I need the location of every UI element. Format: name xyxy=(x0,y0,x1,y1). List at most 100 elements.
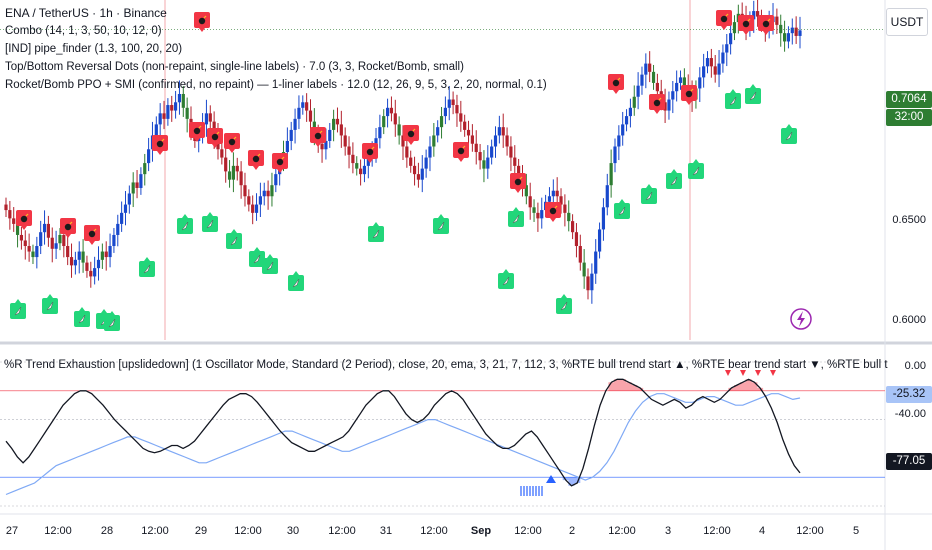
candle-body xyxy=(517,165,521,175)
osc-tick: -40.00 xyxy=(894,408,926,420)
candle-body xyxy=(732,22,737,34)
indicator-legend-rocket-bomb[interactable]: Rocket/Bomb PPO + SMI (confirmed, no rep… xyxy=(5,79,547,91)
candle-body xyxy=(158,113,162,125)
bomb-fuse xyxy=(281,156,285,160)
candle-body xyxy=(31,251,35,258)
bomb-pointer xyxy=(721,26,727,30)
rocket-pointer xyxy=(730,89,736,93)
candle-body xyxy=(702,66,706,78)
osc-slow-tag: -77.05 xyxy=(886,453,932,470)
bomb-icon xyxy=(193,127,201,135)
candle-body xyxy=(96,259,101,269)
candle-body xyxy=(69,257,74,266)
candle-body xyxy=(108,246,112,258)
candle-body xyxy=(451,99,455,106)
rocket-pointer xyxy=(182,214,188,218)
candle-body xyxy=(632,96,636,108)
indicator-legend-combo[interactable]: Combo (14, 1, 3, 50, 10, 12, 0) xyxy=(5,25,162,37)
candle-body xyxy=(624,116,629,125)
candle-body xyxy=(621,124,625,136)
rocket-pointer xyxy=(513,207,519,211)
time-tick: 28 xyxy=(101,525,113,537)
candle-body xyxy=(208,113,212,122)
rocket-icon xyxy=(14,306,22,316)
rocket-signal xyxy=(104,311,120,331)
bomb-signal xyxy=(453,142,469,162)
candle-body xyxy=(721,52,725,64)
candle-body xyxy=(239,171,243,186)
rocket-signal xyxy=(614,199,630,219)
candle-body xyxy=(77,251,81,260)
candle-body xyxy=(786,33,791,42)
bomb-icon xyxy=(549,207,557,215)
bomb-signal xyxy=(649,94,665,114)
rocket-pointer xyxy=(293,271,299,275)
candle-body xyxy=(89,270,93,277)
bomb-pointer xyxy=(194,138,200,142)
candle-body xyxy=(432,135,436,147)
rocket-pointer xyxy=(786,124,792,128)
candle-body xyxy=(393,113,397,125)
rocket-signal xyxy=(177,214,193,234)
candle-body xyxy=(289,129,293,141)
candle-body xyxy=(497,127,501,136)
oscillator-legend[interactable]: %R Trend Exhaustion [upslidedown] (1 Osc… xyxy=(4,359,888,371)
oscillator-slow-line xyxy=(5,378,801,487)
bomb-pointer xyxy=(199,28,205,32)
candle-body xyxy=(66,246,70,258)
candle-body xyxy=(224,157,228,172)
trend-bar xyxy=(532,486,534,496)
candle-body xyxy=(297,107,301,119)
rocket-pointer xyxy=(438,214,444,218)
candle-body xyxy=(636,85,640,97)
candle-body xyxy=(293,118,297,130)
candle-body xyxy=(790,27,794,34)
bomb-signal xyxy=(545,202,561,222)
bomb-pointer xyxy=(229,149,235,153)
candle-body xyxy=(582,262,586,277)
candle-body xyxy=(301,102,305,108)
rocket-icon xyxy=(108,318,116,328)
indicator-legend-reversal-dots[interactable]: Top/Bottom Reversal Dots (non-repaint, s… xyxy=(5,61,464,73)
bomb-icon xyxy=(457,147,465,155)
symbol-title[interactable]: ENA / TetherUS · 1h · Binance xyxy=(5,6,167,20)
candle-body xyxy=(486,157,490,169)
rocket-signal xyxy=(10,299,26,319)
time-tick: 4 xyxy=(759,525,765,537)
overbought-shading xyxy=(608,379,764,391)
bomb-signal xyxy=(758,15,774,35)
bomb-fuse xyxy=(93,228,97,232)
candle-body xyxy=(139,174,143,188)
rocket-signal xyxy=(262,254,278,274)
lightning-bolt xyxy=(797,311,805,327)
candle-body xyxy=(617,135,621,147)
bomb-fuse xyxy=(371,146,375,150)
candle-body xyxy=(285,140,289,153)
bomb-pointer xyxy=(277,169,283,173)
candle-body xyxy=(231,165,236,180)
trend-bar xyxy=(529,486,531,496)
currency-button[interactable]: USDT xyxy=(886,8,928,36)
bomb-pointer xyxy=(408,141,414,145)
oscillator-fast-line xyxy=(5,393,801,496)
candle-body xyxy=(123,204,128,213)
candle-body xyxy=(424,157,428,169)
bomb-pointer xyxy=(157,151,163,155)
bomb-fuse xyxy=(203,15,207,19)
candle-body xyxy=(27,246,31,252)
candle-body xyxy=(39,232,43,247)
bomb-fuse xyxy=(554,205,558,209)
oscillator-pane xyxy=(0,361,885,507)
time-tick: 5 xyxy=(853,525,859,537)
candle-body xyxy=(328,129,332,141)
bomb-fuse xyxy=(690,88,694,92)
candle-body xyxy=(547,196,552,202)
candle-body xyxy=(335,118,340,125)
rocket-signal xyxy=(139,257,155,277)
rocket-pointer xyxy=(646,184,652,188)
time-tick: 27 xyxy=(6,525,18,537)
bear-trend-start-icon xyxy=(770,370,776,376)
bomb-fuse xyxy=(25,213,29,217)
indicator-legend-pipe-finder[interactable]: [IND] pipe_finder (1.3, 100, 20, 20) xyxy=(5,43,183,55)
